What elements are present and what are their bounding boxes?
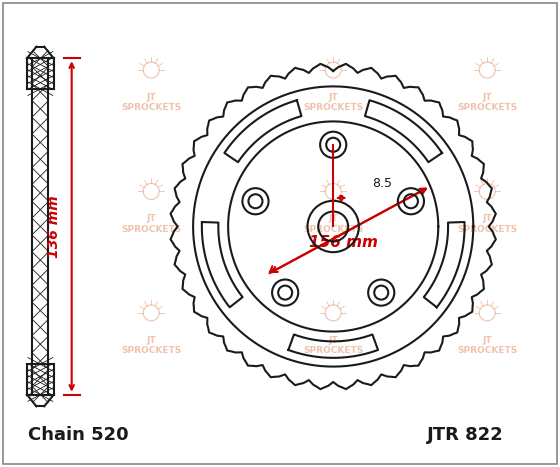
Text: JT
SPROCKETS: JT SPROCKETS <box>121 93 181 113</box>
Text: JTR 822: JTR 822 <box>427 425 504 444</box>
Text: 156 mm: 156 mm <box>309 235 378 250</box>
Text: JT
SPROCKETS: JT SPROCKETS <box>121 336 181 355</box>
Text: JT
SPROCKETS: JT SPROCKETS <box>303 214 363 234</box>
Text: 8.5: 8.5 <box>372 177 392 190</box>
Text: JT
SPROCKETS: JT SPROCKETS <box>457 214 517 234</box>
Text: JT
SPROCKETS: JT SPROCKETS <box>303 93 363 113</box>
Text: JT
SPROCKETS: JT SPROCKETS <box>303 336 363 355</box>
Text: Chain 520: Chain 520 <box>28 425 129 444</box>
Text: 136 mm: 136 mm <box>46 195 60 258</box>
Text: JT
SPROCKETS: JT SPROCKETS <box>121 214 181 234</box>
Text: JT
SPROCKETS: JT SPROCKETS <box>457 93 517 113</box>
Text: JT
SPROCKETS: JT SPROCKETS <box>457 336 517 355</box>
